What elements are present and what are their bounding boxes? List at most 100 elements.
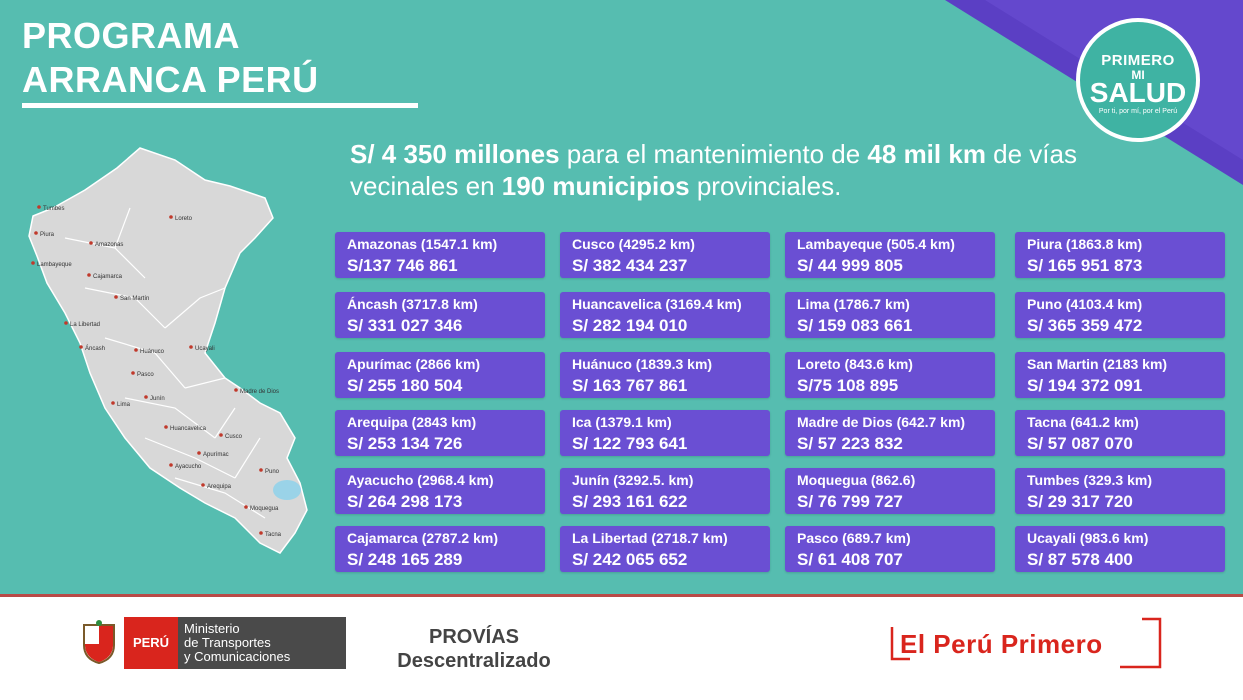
region-name: Lambayeque (505.4 km) bbox=[797, 236, 955, 252]
region-name: Piura (1863.8 km) bbox=[1027, 236, 1143, 252]
map-region-label: Cusco bbox=[225, 434, 243, 440]
main-panel: PROGRAMA ARRANCA PERÚ PRIMERO MI SALUD P… bbox=[0, 0, 1243, 595]
region-name: San Martin (2183 km) bbox=[1027, 356, 1168, 372]
map-city-dot bbox=[111, 401, 115, 405]
region-amount: S/ 44 999 805 bbox=[797, 256, 903, 275]
region-amount: S/ 159 083 661 bbox=[797, 316, 913, 335]
map-region-label: Ayacucho bbox=[175, 464, 202, 470]
el-peru-primero-logo: El Perú Primero bbox=[890, 617, 1162, 669]
map-region-label: Loreto bbox=[175, 216, 193, 222]
footer: PERÚ Ministerio de Transportes y Comunic… bbox=[0, 597, 1243, 700]
region-name: Junín (3292.5. km) bbox=[572, 472, 694, 488]
map-city-dot bbox=[87, 273, 91, 277]
region-amount: S/ 57 223 832 bbox=[797, 434, 903, 453]
map-city-dot bbox=[259, 531, 263, 535]
map-region-label: Huánuco bbox=[140, 349, 165, 355]
map-city-dot bbox=[189, 345, 193, 349]
map-city-dot bbox=[31, 261, 35, 265]
map-city-dot bbox=[64, 321, 68, 325]
region-name: Huancavelica (3169.4 km) bbox=[572, 296, 742, 312]
map-city-dot bbox=[89, 241, 93, 245]
region-name: Lima (1786.7 km) bbox=[797, 296, 910, 312]
region-card: Piura (1863.8 km) S/ 165 951 873 bbox=[1015, 232, 1225, 278]
peru-label: PERÚ bbox=[124, 617, 178, 669]
ministry-name: Ministerio de Transportes y Comunicacion… bbox=[184, 622, 290, 664]
headline-distance: 48 mil km bbox=[867, 139, 986, 169]
map-region-label: Tumbes bbox=[43, 206, 64, 212]
region-amount: S/ 163 767 861 bbox=[572, 376, 688, 395]
region-amount: S/ 365 359 472 bbox=[1027, 316, 1143, 335]
region-card: Lambayeque (505.4 km) S/ 44 999 805 bbox=[785, 232, 995, 278]
region-name: Arequipa (2843 km) bbox=[347, 414, 477, 430]
map-city-dot bbox=[169, 215, 173, 219]
region-amount: S/ 61 408 707 bbox=[797, 550, 903, 569]
region-amount: S/ 165 951 873 bbox=[1027, 256, 1143, 275]
region-card: Arequipa (2843 km) S/ 253 134 726 bbox=[335, 410, 545, 456]
map-region-label: Madre de Dios bbox=[240, 389, 279, 395]
headline: S/ 4 350 millones para el mantenimiento … bbox=[350, 138, 1110, 202]
headline-amount: S/ 4 350 millones bbox=[350, 139, 560, 169]
ministry-line-1: Ministerio bbox=[184, 621, 240, 636]
map-city-dot bbox=[234, 388, 238, 392]
region-amount: S/ 248 165 289 bbox=[347, 550, 463, 569]
map-region-label: Cajamarca bbox=[93, 274, 123, 280]
map-city-dot bbox=[169, 463, 173, 467]
map-region-label: Puno bbox=[265, 469, 280, 475]
map-region-label: Ucayali bbox=[195, 346, 215, 352]
footer-divider bbox=[0, 594, 1243, 597]
map-city-dot bbox=[131, 371, 135, 375]
map-region-label: Lambayeque bbox=[37, 262, 72, 268]
seal-tagline: Por ti, por mí, por el Perú bbox=[1098, 108, 1178, 115]
map-region-label: Apurímac bbox=[203, 452, 229, 458]
peru-map: Tumbes Piura Lambayeque Amazonas Loreto Cajam… bbox=[28, 147, 308, 554]
titicaca-lake bbox=[273, 480, 301, 500]
region-amount: S/ 253 134 726 bbox=[347, 434, 463, 453]
region-card: Pasco (689.7 km) S/ 61 408 707 bbox=[785, 526, 995, 572]
region-name: Moquegua (862.6) bbox=[797, 472, 916, 488]
region-amount: S/ 255 180 504 bbox=[347, 376, 463, 395]
region-amount: S/ 282 194 010 bbox=[572, 316, 688, 335]
map-region-label: Junín bbox=[150, 396, 165, 402]
el-peru-primero-frame bbox=[890, 617, 1162, 669]
region-card: Apurímac (2866 km) S/ 255 180 504 bbox=[335, 352, 545, 398]
title-underline bbox=[22, 103, 418, 108]
map-city-dot bbox=[144, 395, 148, 399]
region-amount: S/ 331 027 346 bbox=[347, 316, 463, 335]
region-card: Junín (3292.5. km) S/ 293 161 622 bbox=[560, 468, 770, 514]
region-name: Ica (1379.1 km) bbox=[572, 414, 672, 430]
region-amount: S/ 194 372 091 bbox=[1027, 376, 1143, 395]
map-city-dot bbox=[197, 451, 201, 455]
region-name: Puno (4103.4 km) bbox=[1027, 296, 1143, 312]
region-card: Huánuco (1839.3 km) S/ 163 767 861 bbox=[560, 352, 770, 398]
map-region-label: Piura bbox=[40, 232, 55, 238]
region-amount: S/ 242 065 652 bbox=[572, 550, 688, 569]
map-region-label: Tacna bbox=[265, 532, 282, 538]
region-name: Madre de Dios (642.7 km) bbox=[797, 414, 966, 430]
region-amount: S/ 264 298 173 bbox=[347, 492, 463, 511]
region-card: Tacna (641.2 km) S/ 57 087 070 bbox=[1015, 410, 1225, 456]
region-name: Cajamarca (2787.2 km) bbox=[347, 530, 498, 546]
region-name: Pasco (689.7 km) bbox=[797, 530, 911, 546]
region-card: Cusco (4295.2 km) S/ 382 434 237 bbox=[560, 232, 770, 278]
region-amount: S/ 122 793 641 bbox=[572, 434, 688, 453]
region-card: Áncash (3717.8 km) S/ 331 027 346 bbox=[335, 292, 545, 338]
headline-text-3: provinciales. bbox=[689, 171, 842, 201]
map-region-label: Pasco bbox=[137, 372, 154, 378]
map-city-dot bbox=[219, 433, 223, 437]
headline-municipalities: 190 municipios bbox=[501, 171, 690, 201]
region-card: Huancavelica (3169.4 km) S/ 282 194 010 bbox=[560, 292, 770, 338]
region-card: La Libertad (2718.7 km) S/ 242 065 652 bbox=[560, 526, 770, 572]
region-card: Lima (1786.7 km) S/ 159 083 661 bbox=[785, 292, 995, 338]
region-card: Madre de Dios (642.7 km) S/ 57 223 832 bbox=[785, 410, 995, 456]
region-name: La Libertad (2718.7 km) bbox=[572, 530, 728, 546]
map-city-dot bbox=[259, 468, 263, 472]
map-region-label: Amazonas bbox=[95, 242, 123, 248]
region-amount: S/137 746 861 bbox=[347, 256, 458, 275]
region-card: Amazonas (1547.1 km) S/137 746 861 bbox=[335, 232, 545, 278]
region-amount: S/ 87 578 400 bbox=[1027, 550, 1133, 569]
title-line-1: PROGRAMA bbox=[22, 15, 240, 56]
provias-line-1: PROVÍAS bbox=[428, 626, 520, 648]
map-city-dot bbox=[244, 505, 248, 509]
map-city-dot bbox=[114, 295, 118, 299]
map-city-dot bbox=[134, 348, 138, 352]
